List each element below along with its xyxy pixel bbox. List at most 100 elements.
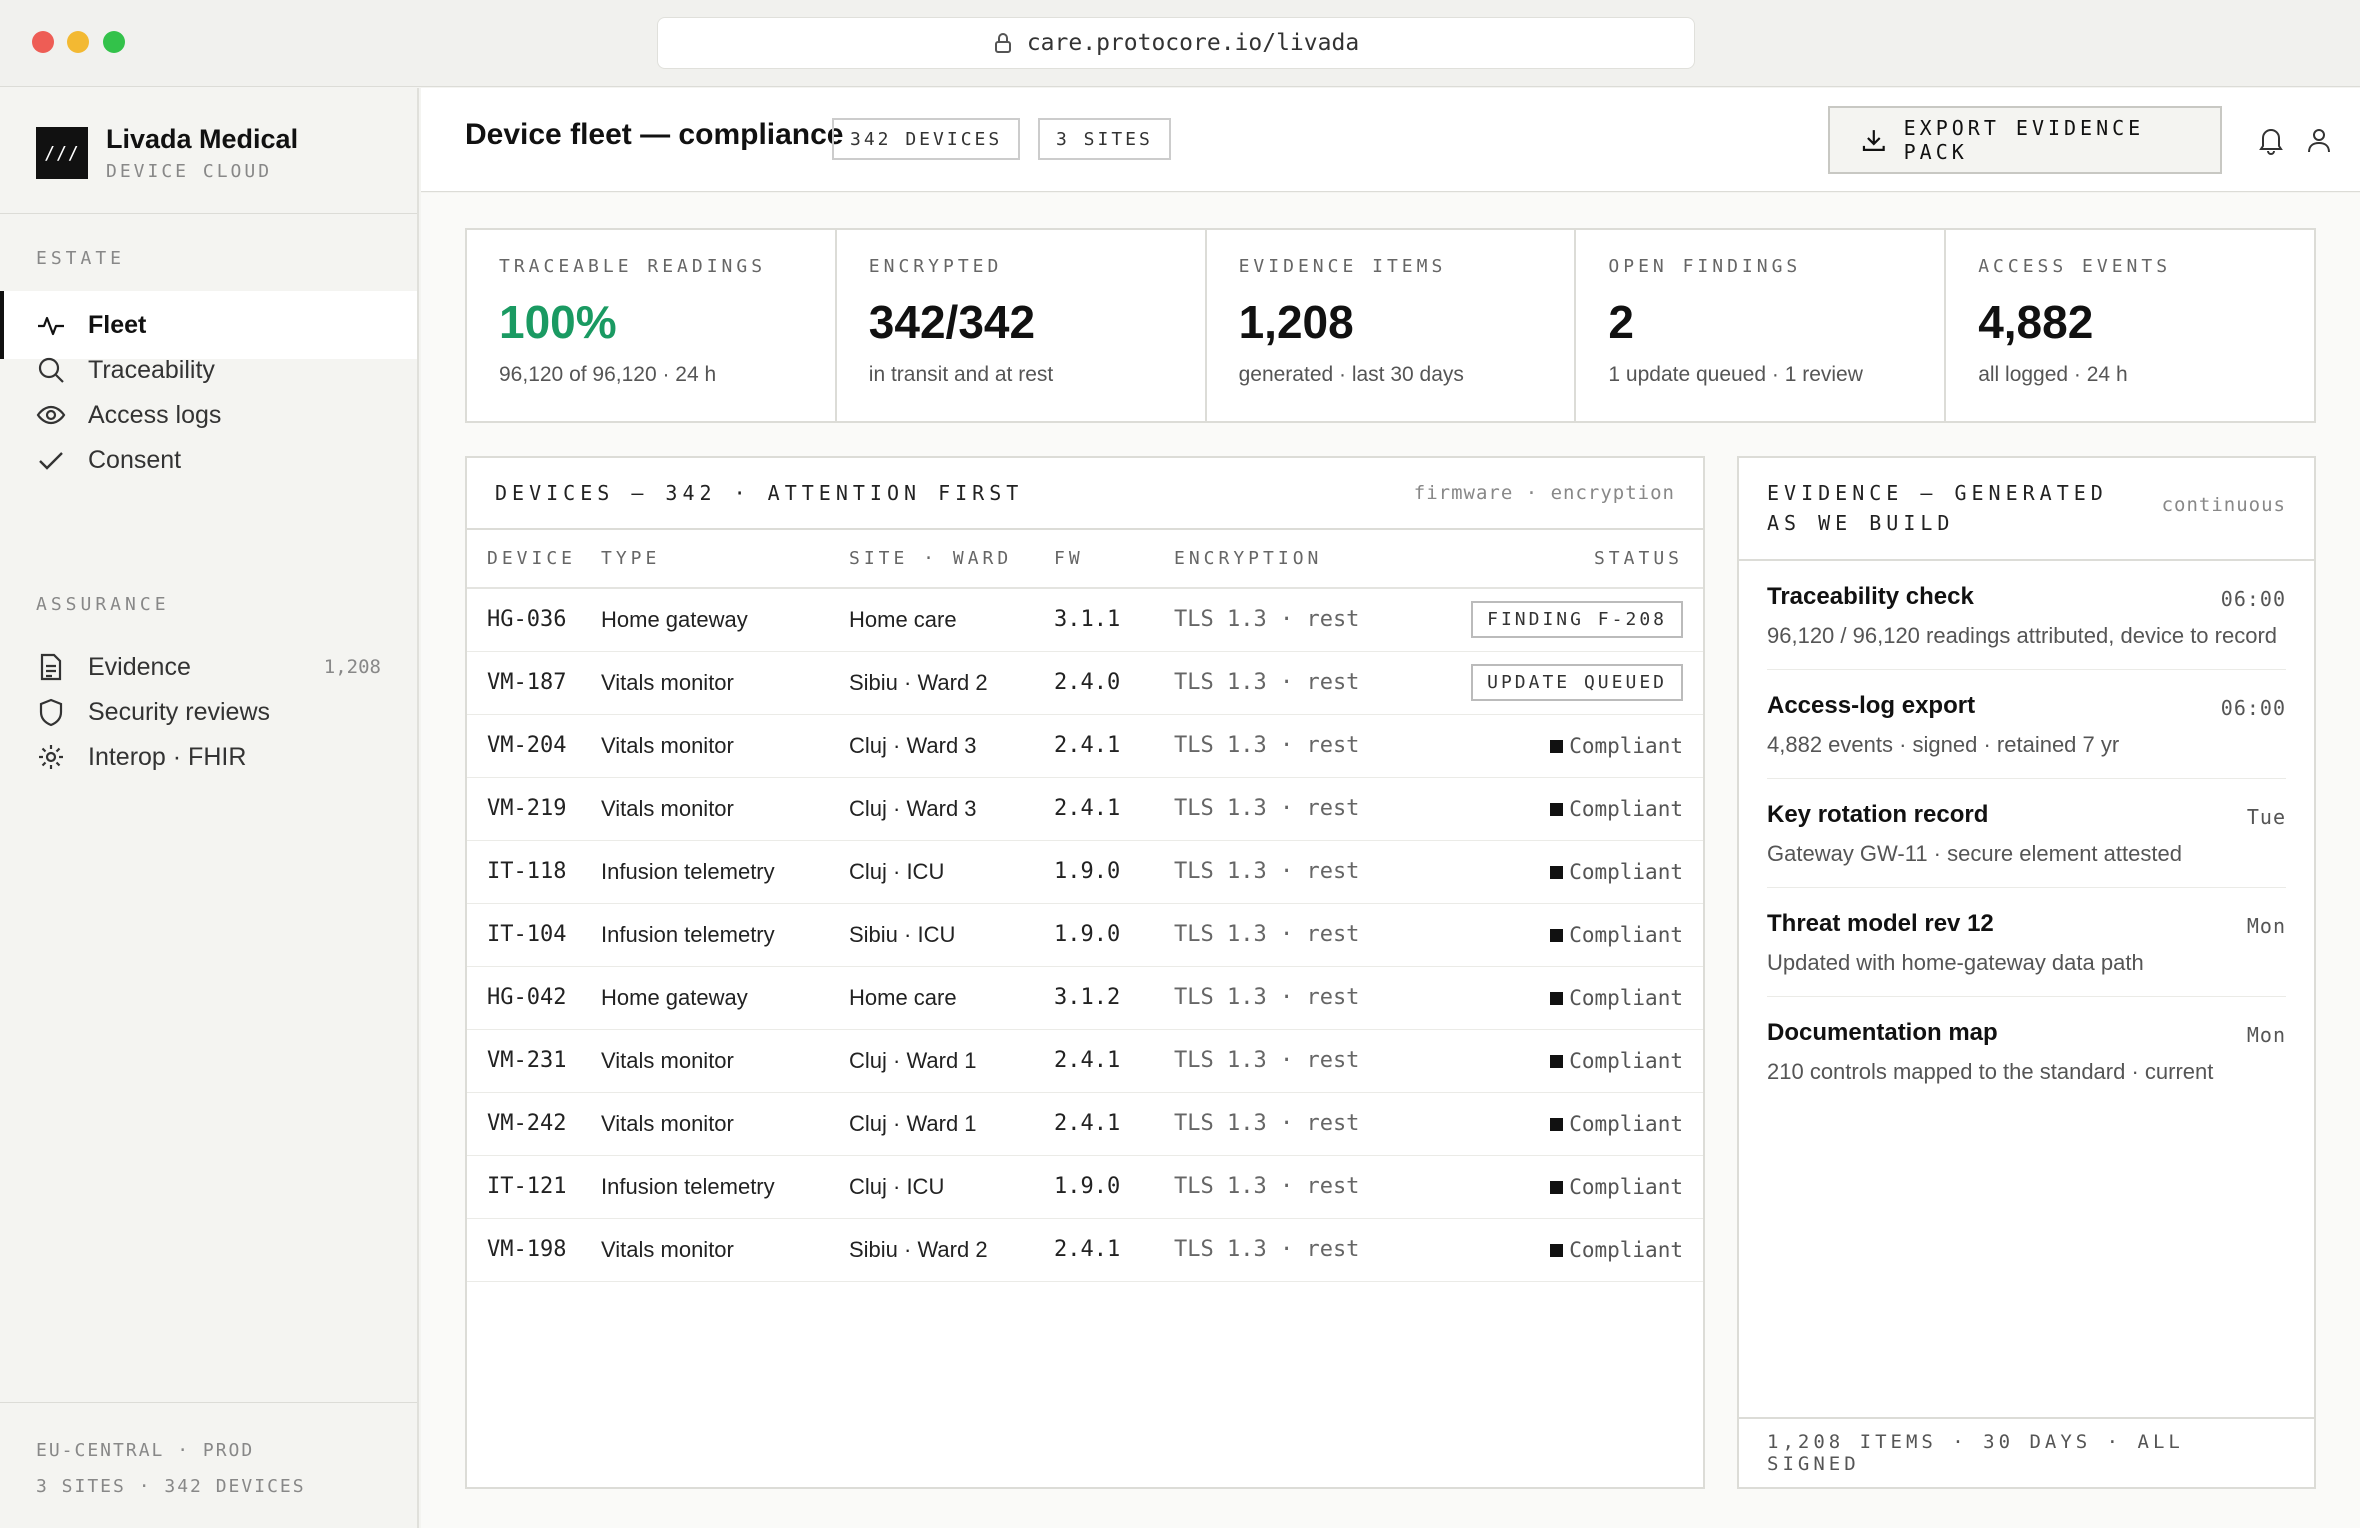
browser-chrome: care.protocore.io/livada xyxy=(0,0,2360,87)
pulse-icon xyxy=(38,316,64,336)
cell-firmware: 3.1.2 xyxy=(1054,966,1174,1030)
cell-device: HG-042 xyxy=(467,966,601,1030)
window-close-button[interactable] xyxy=(32,31,54,53)
kpi-subtext: generated · last 30 days xyxy=(1238,363,1464,386)
cell-device: VM-204 xyxy=(467,714,601,778)
kpi-label: ACCESS EVENTS xyxy=(1978,256,2172,277)
status-badge[interactable]: UPDATE QUEUED xyxy=(1471,664,1683,701)
table-row[interactable]: VM-242 Vitals monitor Cluj · Ward 1 2.4.1 TL… xyxy=(467,1092,1703,1156)
brand-name: Livada Medical xyxy=(106,124,299,154)
window-maximize-button[interactable] xyxy=(103,31,125,53)
column-header-device[interactable]: DEVICE xyxy=(467,530,601,589)
evidence-item-time: 06:00 xyxy=(2220,696,2286,720)
status-text: Compliant xyxy=(1569,923,1683,947)
cell-site: Cluj · Ward 3 xyxy=(849,714,1054,778)
sidebar-item-traceability[interactable]: Traceability xyxy=(0,336,417,404)
cell-site: Cluj · ICU xyxy=(849,1155,1054,1219)
table-row[interactable]: VM-231 Vitals monitor Cluj · Ward 1 2.4.1 TL… xyxy=(467,1029,1703,1093)
status-square-icon xyxy=(1550,991,1564,1005)
search-icon xyxy=(38,357,64,383)
brand[interactable]: /// Livada Medical DEVICE CLOUD xyxy=(36,124,298,182)
evidence-item[interactable]: Documentation map Mon 210 controls mapped … xyxy=(1767,997,2286,1105)
page-header: Device fleet — compliance 342 DEVICES 3 … xyxy=(421,88,2360,192)
evidence-item-description: Updated with home-gateway data path xyxy=(1767,950,2144,975)
table-row[interactable]: VM-187 Vitals monitor Sibiu · Ward 2 2.4.0 T… xyxy=(467,651,1703,715)
kpi-label: OPEN FINDINGS xyxy=(1608,256,1802,277)
cell-type: Vitals monitor xyxy=(601,1029,849,1093)
kpi-subtext: 96,120 of 96,120 · 24 h xyxy=(499,363,717,386)
export-button-label: EXPORT EVIDENCE PACK xyxy=(1903,116,2145,164)
evidence-item[interactable]: Threat model rev 12 Mon Updated with home-… xyxy=(1767,888,2286,997)
evidence-item-description: 96,120 / 96,120 readings attributed, dev… xyxy=(1767,623,2278,648)
evidence-panel-title: EVIDENCE — GENERATED AS WE BUILD xyxy=(1767,481,2108,535)
sidebar-item-access-logs[interactable]: Access logs xyxy=(0,381,417,449)
cell-encryption: TLS 1.3 · rest xyxy=(1174,1029,1404,1093)
status-text: Compliant xyxy=(1569,986,1683,1010)
cell-device: IT-118 xyxy=(467,840,601,904)
cell-device: VM-242 xyxy=(467,1092,601,1156)
table-row[interactable]: VM-204 Vitals monitor Cluj · Ward 3 2.4.1 TL… xyxy=(467,714,1703,778)
kpi-subtext: 1 update queued · 1 review xyxy=(1608,363,1863,386)
window-minimize-button[interactable] xyxy=(67,31,89,53)
cell-site: Cluj · Ward 1 xyxy=(849,1029,1054,1093)
cell-site: Sibiu · Ward 2 xyxy=(849,1218,1054,1282)
table-row[interactable]: IT-118 Infusion telemetry Cluj · ICU 1.9.0 T… xyxy=(467,840,1703,904)
sidebar-item-consent[interactable]: Consent xyxy=(0,426,417,494)
table-row[interactable]: HG-042 Home gateway Home care 3.1.2 TLS 1.3 … xyxy=(467,966,1703,1030)
cell-type: Vitals monitor xyxy=(601,1218,849,1282)
cell-firmware: 1.9.0 xyxy=(1054,903,1174,967)
document-icon xyxy=(40,653,62,681)
table-row[interactable]: IT-104 Infusion telemetry Sibiu · ICU 1.9.0… xyxy=(467,903,1703,967)
column-header-fw[interactable]: FW xyxy=(1054,530,1174,589)
table-row[interactable]: HG-036 Home gateway Home care 3.1.1 TLS 1.3 … xyxy=(467,588,1703,652)
column-header-status[interactable]: STATUS xyxy=(1404,530,1703,589)
evidence-item[interactable]: Access-log export 06:00 4,882 events · sig… xyxy=(1767,670,2286,779)
evidence-item-time: Tue xyxy=(2246,805,2286,829)
column-header-type[interactable]: TYPE xyxy=(601,530,849,589)
kpi-strip: TRACEABLE READINGS 100% 96,120 of 96,120… xyxy=(465,228,2316,423)
devices-panel-hint: firmware · encryption xyxy=(1413,482,1675,504)
export-evidence-button[interactable]: EXPORT EVIDENCE PACK xyxy=(1828,106,2222,174)
evidence-item[interactable]: Traceability check 06:00 96,120 / 96,120 r… xyxy=(1767,561,2286,670)
notifications-button[interactable] xyxy=(2253,122,2289,158)
evidence-item-name: Documentation map xyxy=(1767,1019,1998,1046)
cell-site: Sibiu · ICU xyxy=(849,903,1054,967)
kpi-open-findings: OPEN FINDINGS 2 1 update queued · 1 revi… xyxy=(1576,230,1947,421)
section-label-estate: ESTATE xyxy=(36,248,126,269)
cell-firmware: 1.9.0 xyxy=(1054,1155,1174,1219)
cell-type: Infusion telemetry xyxy=(601,1155,849,1219)
column-header-encryption[interactable]: ENCRYPTION xyxy=(1174,530,1404,589)
table-row[interactable]: IT-121 Infusion telemetry Cluj · ICU 1.9.0 T… xyxy=(467,1155,1703,1219)
address-bar[interactable]: care.protocore.io/livada xyxy=(657,17,1695,69)
cell-status: Compliant xyxy=(1404,966,1703,1030)
sidebar-item-evidence[interactable]: Evidence 1,208 xyxy=(0,633,417,701)
kpi-subtext: all logged · 24 h xyxy=(1978,363,2128,386)
cell-type: Vitals monitor xyxy=(601,651,849,715)
cell-encryption: TLS 1.3 · rest xyxy=(1174,777,1404,841)
cell-firmware: 1.9.0 xyxy=(1054,840,1174,904)
status-compliant: Compliant xyxy=(1550,734,1683,758)
evidence-item-time: Mon xyxy=(2246,1023,2286,1047)
evidence-footer: 1,208 ITEMS · 30 DAYS · ALL SIGNED xyxy=(1739,1417,2314,1487)
sidebar-item-security-reviews[interactable]: Security reviews xyxy=(0,678,417,746)
evidence-item[interactable]: Key rotation record Tue Gateway GW-11 · se… xyxy=(1767,779,2286,888)
cell-device: IT-104 xyxy=(467,903,601,967)
kpi-label: EVIDENCE ITEMS xyxy=(1238,256,1447,277)
status-badge[interactable]: FINDING F-208 xyxy=(1471,601,1683,639)
site-count-badge: 3 SITES xyxy=(1038,118,1171,160)
table-row[interactable]: VM-198 Vitals monitor Sibiu · Ward 2 2.4.1 T… xyxy=(467,1218,1703,1282)
column-header-site[interactable]: SITE · WARD xyxy=(849,530,1054,589)
status-square-icon xyxy=(1550,1054,1564,1068)
evidence-item-time: Mon xyxy=(2246,914,2286,938)
status-compliant: Compliant xyxy=(1550,923,1683,947)
cell-firmware: 2.4.1 xyxy=(1054,714,1174,778)
evidence-item-description: 210 controls mapped to the standard · cu… xyxy=(1767,1059,2214,1084)
sidebar-item-fleet[interactable]: Fleet xyxy=(0,291,417,359)
sidebar-item-interop-fhir[interactable]: Interop · FHIR xyxy=(0,723,417,791)
divider xyxy=(0,213,417,214)
cell-firmware: 2.4.1 xyxy=(1054,1218,1174,1282)
table-row[interactable]: VM-219 Vitals monitor Cluj · Ward 3 2.4.1 TL… xyxy=(467,777,1703,841)
evidence-count: 1,208 xyxy=(323,656,381,678)
account-button[interactable] xyxy=(2301,122,2337,158)
evidence-panel: EVIDENCE — GENERATED AS WE BUILD continu… xyxy=(1737,456,2316,1489)
